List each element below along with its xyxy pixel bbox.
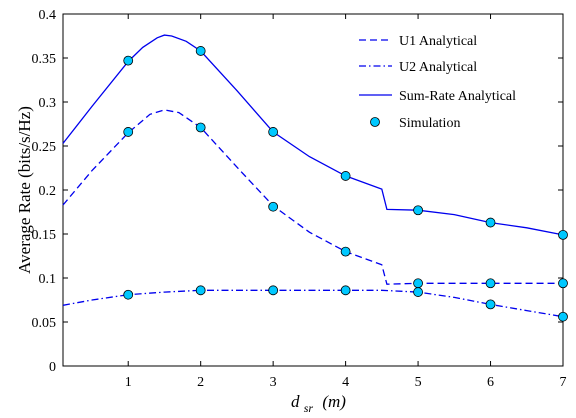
y-tick-label: 0.2 [39,184,57,199]
x-axis-label-sub: sr [304,401,314,415]
y-tick-label: 0 [49,360,56,375]
x-tick-label: 4 [342,375,349,390]
simulation-markers [123,46,568,322]
simulation-point-u2 [485,299,496,310]
simulation-point-u1 [123,127,134,137]
x-axis-label-unit: (m) [322,392,346,411]
simulation-point-u2 [268,285,279,296]
y-tick-label: 0.4 [39,8,57,23]
x-tick-label: 5 [415,375,422,390]
x-tick-label: 6 [487,375,494,390]
legend-label-u2: U2 Analytical [399,60,477,75]
simulation-point-u2 [413,287,423,297]
y-tick-label: 0.25 [32,140,57,155]
legend-marker-simulation [370,117,380,127]
legend-label-u1: U1 Analytical [399,34,477,49]
series-line-0 [62,109,563,285]
x-tick-label: 3 [270,375,277,390]
x-axis-ticks: 1 2 3 4 5 6 7 [125,14,567,390]
simulation-point-u1 [340,246,351,257]
x-tick-label: 2 [197,375,204,390]
y-axis-label: Average Rate (bits/s/Hz) [15,106,34,274]
x-axis-label-main: d [291,392,300,411]
y-tick-label: 0.35 [32,52,57,67]
simulation-point-u1 [268,201,279,212]
y-axis-ticks: 0 0.05 0.1 0.15 0.2 0.25 0.3 0.35 0.4 [32,8,563,375]
series-line-1 [62,289,564,318]
y-tick-label: 0.05 [32,316,57,331]
y-tick-label: 0.1 [39,272,57,287]
y-tick-label: 0.3 [39,96,57,111]
simulation-point-u1 [413,278,423,289]
simulation-point-sum [123,55,134,66]
series-layer [62,34,564,318]
simulation-point-sum [413,205,423,216]
legend-label-simulation: Simulation [399,116,460,131]
simulation-point-sum [195,46,206,56]
y-tick-label: 0.15 [32,228,57,243]
simulation-point-u1 [558,278,568,289]
simulation-point-u2 [558,311,568,322]
simulation-point-u2 [340,285,351,296]
simulation-point-sum [558,229,568,240]
x-axis-label: d sr (m) [291,392,346,416]
simulation-point-sum [485,217,496,228]
simulation-point-u1 [485,278,496,289]
simulation-point-u1 [195,122,206,133]
simulation-point-sum [340,171,351,181]
simulation-point-u2 [123,289,134,300]
x-tick-label: 1 [125,375,132,390]
x-tick-label: 7 [560,375,567,390]
simulation-point-u2 [195,285,206,296]
legend: U1 Analytical U2 Analytical Sum-Rate Ana… [353,20,558,138]
legend-label-sum: Sum-Rate Analytical [399,89,516,104]
series-line-2 [62,34,564,236]
simulation-point-sum [268,127,279,137]
